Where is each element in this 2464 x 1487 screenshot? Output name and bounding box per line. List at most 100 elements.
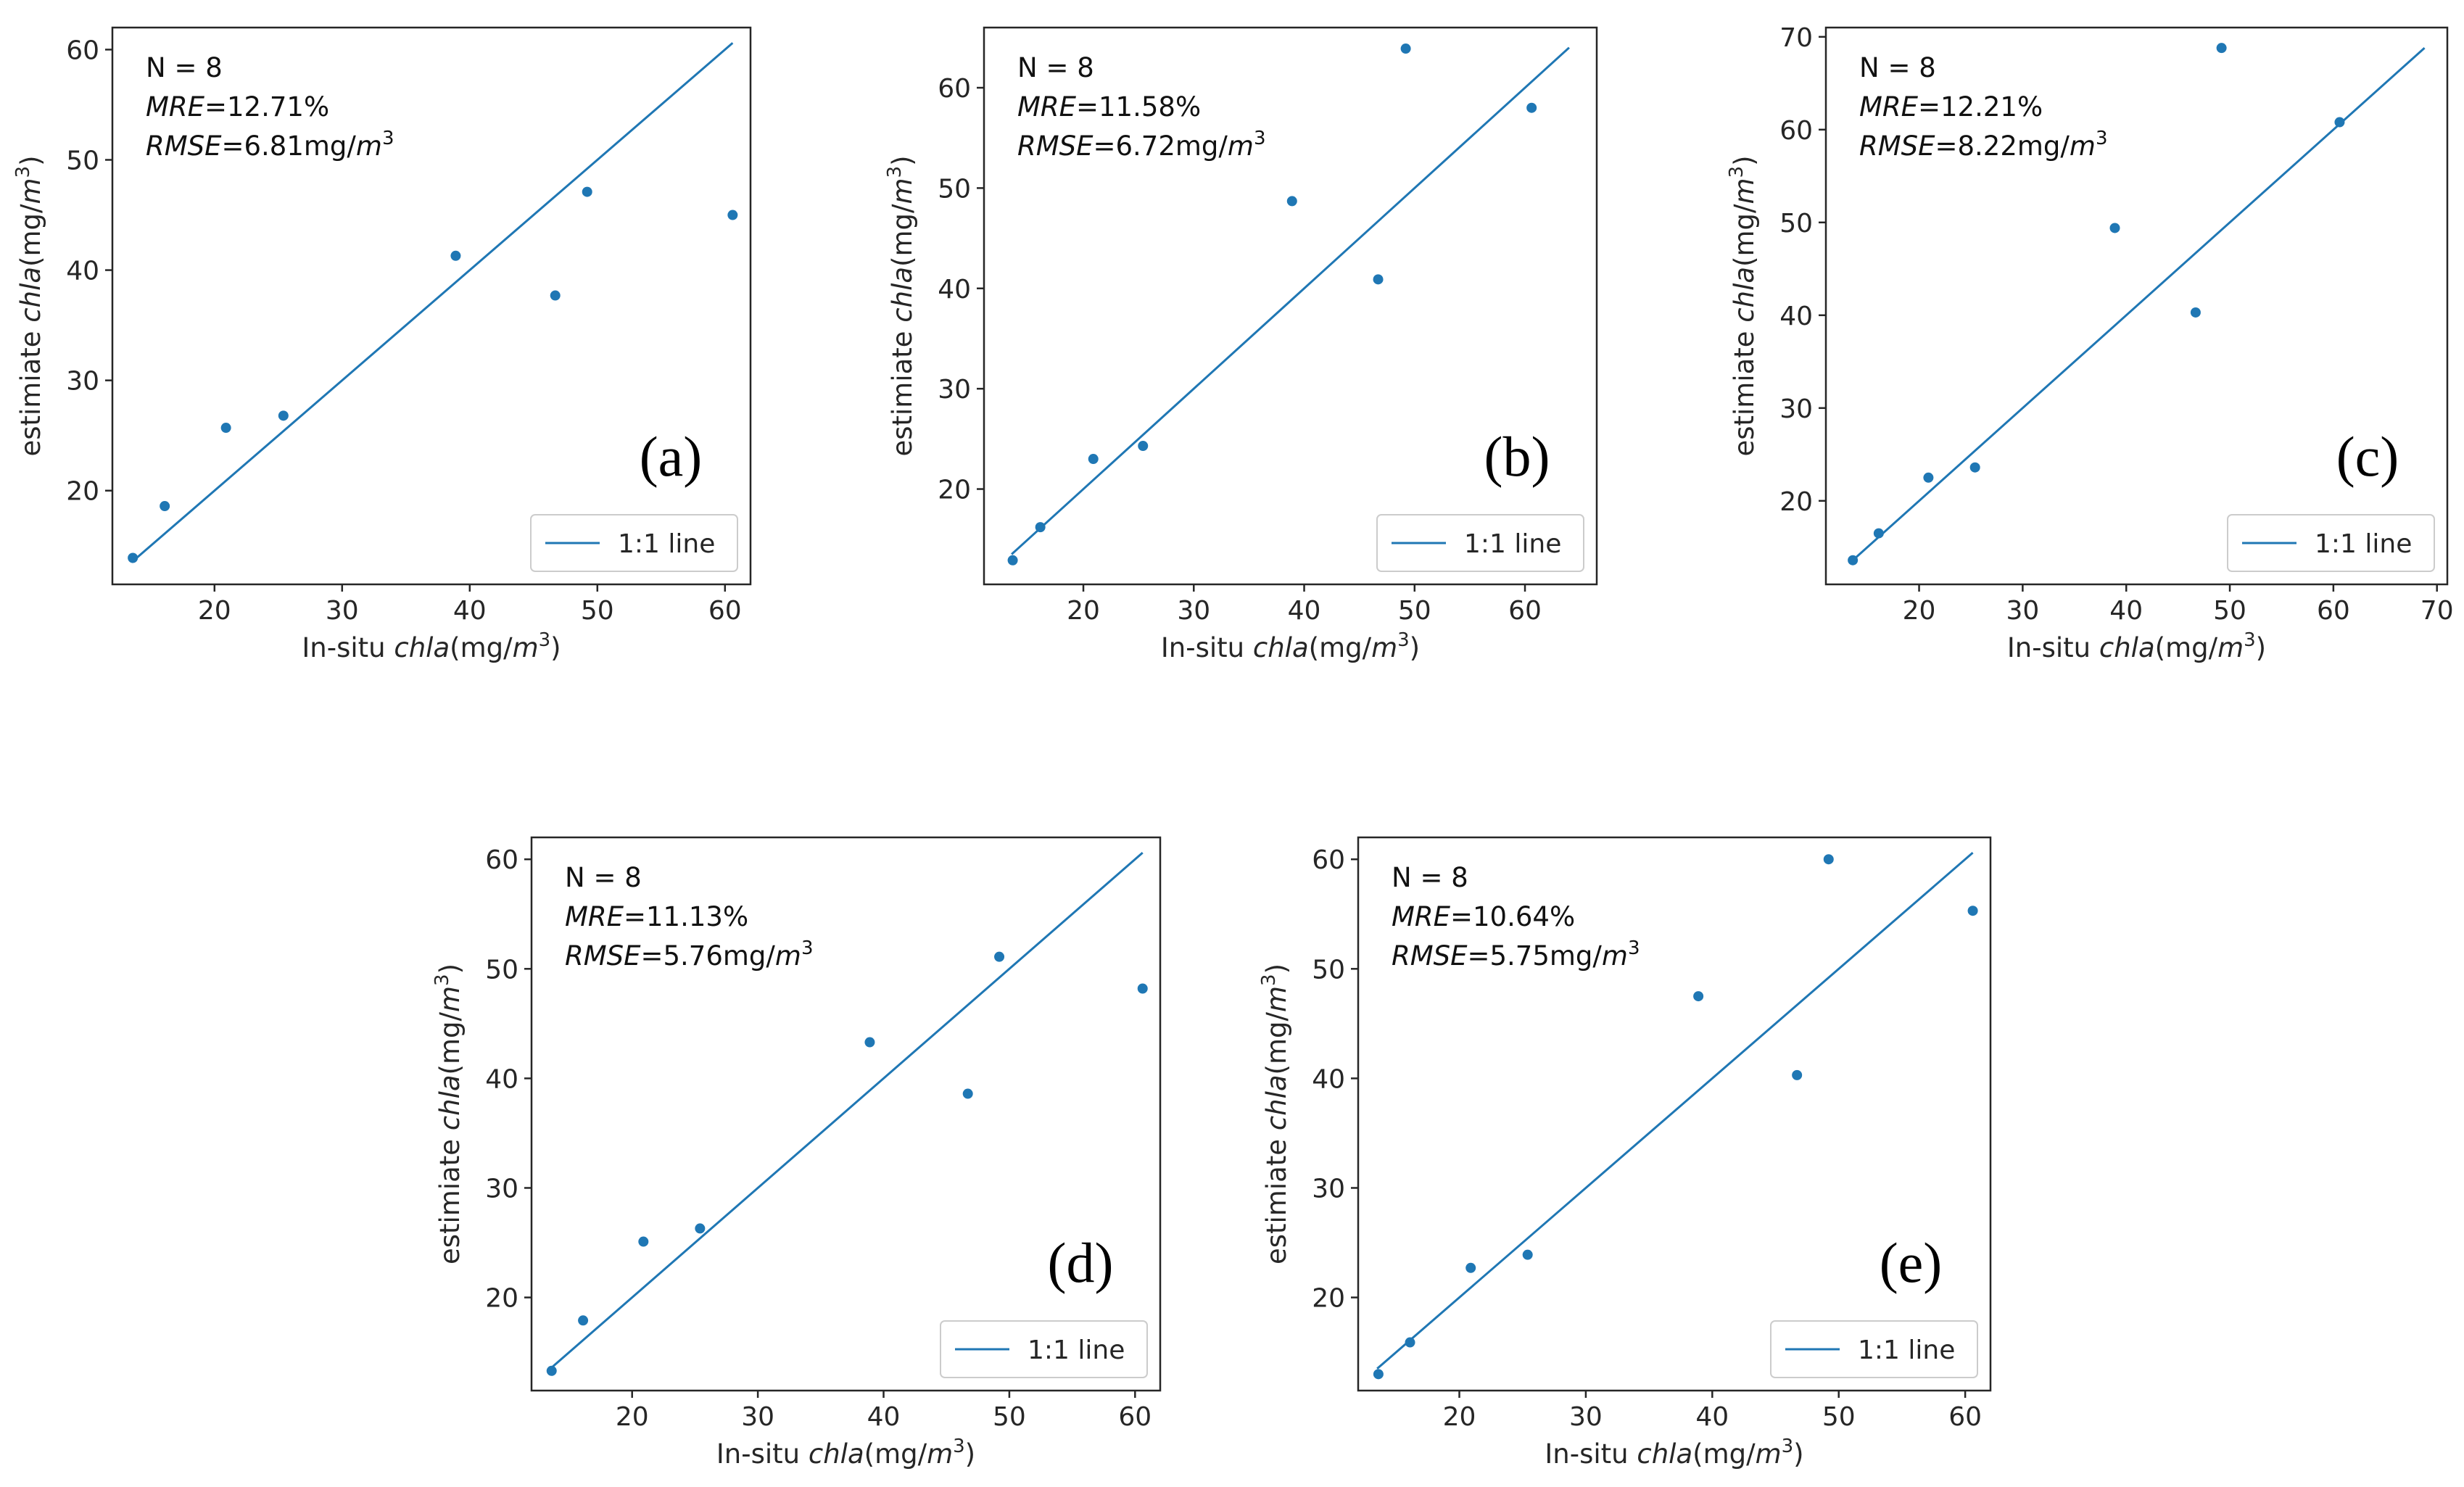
y-tick-label: 50 — [66, 146, 99, 175]
x-axis-label: In-situ chla(mg/m3) — [1545, 1436, 1803, 1470]
x-tick-label: 50 — [581, 596, 614, 626]
y-tick-label: 30 — [1312, 1174, 1345, 1204]
y-tick-label: 20 — [938, 476, 971, 505]
one-to-one-line — [1011, 46, 1570, 555]
data-point — [962, 1088, 973, 1099]
panel-tag: (c) — [2336, 425, 2399, 488]
y-tick-label: 40 — [1779, 302, 1813, 331]
data-point — [450, 250, 461, 261]
y-axis-label: estimiate chla(mg/m3) — [1258, 964, 1292, 1264]
y-tick-label: 20 — [1779, 487, 1813, 517]
data-point — [1848, 555, 1859, 566]
data-point — [160, 501, 170, 512]
legend: 1:1 line — [1770, 1320, 1978, 1378]
data-point — [578, 1315, 589, 1326]
y-tick-label: 50 — [1779, 209, 1813, 239]
y-tick-label: 30 — [66, 367, 99, 397]
legend-label: 1:1 line — [1858, 1335, 1955, 1365]
x-tick-label: 60 — [1508, 596, 1542, 626]
x-tick-label: 30 — [1177, 596, 1210, 626]
data-point — [1035, 522, 1046, 533]
y-tick-label: 60 — [938, 74, 971, 104]
legend-box — [940, 1320, 1148, 1378]
x-tick-label: 50 — [1822, 1402, 1856, 1432]
axes-frame — [1824, 26, 2449, 586]
data-point — [1873, 528, 1884, 539]
y-tick-label: 20 — [66, 477, 99, 507]
legend-box — [530, 514, 738, 572]
x-axis-label: In-situ chla(mg/m3) — [2007, 629, 2266, 663]
y-axis-label: estimiate chla(mg/m3) — [431, 964, 466, 1264]
annotation-rmse: RMSE=5.76mg/m3 — [565, 937, 813, 972]
data-point — [1823, 854, 1834, 865]
x-tick-label: 30 — [1569, 1402, 1603, 1432]
data-point — [1373, 274, 1384, 285]
legend-box — [1770, 1320, 1978, 1378]
annotation-n: N = 8 — [1859, 52, 1936, 83]
annotation-n: N = 8 — [1017, 52, 1094, 83]
panel-tag: (a) — [640, 425, 703, 488]
annotation-rmse: RMSE=6.72mg/m3 — [1017, 128, 1265, 162]
x-tick-label: 50 — [1398, 596, 1431, 626]
legend: 1:1 line — [1376, 514, 1584, 572]
x-tick-label: 30 — [326, 596, 359, 626]
x-tick-label: 20 — [198, 596, 231, 626]
data-point — [220, 423, 231, 434]
data-point — [1137, 983, 1148, 994]
y-tick-label: 50 — [938, 174, 971, 204]
annotation-mre: MRE=10.64% — [1392, 901, 1575, 932]
panel-tag: (d) — [1048, 1231, 1114, 1294]
y-axis-label: estimiate chla(mg/m3) — [1726, 155, 1760, 456]
y-tick-label: 60 — [66, 36, 99, 65]
x-tick-label: 60 — [708, 596, 742, 626]
scatter-panel: 20 30 40 50 60 70 20 30 40 50 60 70 In-situ chla(mg/… — [1726, 23, 2454, 663]
x-tick-label: 50 — [993, 1402, 1026, 1432]
data-point — [638, 1236, 649, 1247]
annotation-mre: MRE=11.13% — [565, 901, 748, 932]
annotation-rmse: RMSE=8.22mg/m3 — [1859, 128, 2107, 162]
y-axis-label: estimiate chla(mg/m3) — [12, 155, 46, 456]
data-point — [2334, 117, 2345, 128]
y-tick-label: 60 — [1779, 116, 1813, 146]
data-point — [695, 1223, 706, 1234]
y-tick-label: 40 — [1312, 1064, 1345, 1094]
data-point — [994, 951, 1005, 962]
legend-label: 1:1 line — [1028, 1335, 1125, 1365]
scatter-panel: 20 30 40 50 60 20 30 40 50 60 In-situ chla(mg/m3) e… — [12, 26, 752, 663]
x-tick-label: 20 — [1443, 1402, 1476, 1432]
data-point — [1967, 906, 1978, 916]
data-point — [1007, 555, 1018, 566]
scatter-panel: 20 30 40 50 60 20 30 40 50 60 In-situ chla(mg/m3) e… — [1258, 836, 1992, 1470]
data-point — [128, 552, 139, 563]
y-tick-label: 60 — [485, 845, 518, 875]
x-tick-label: 40 — [2109, 596, 2143, 626]
data-point — [1923, 472, 1934, 483]
data-point — [1088, 454, 1099, 465]
legend-label: 1:1 line — [618, 529, 715, 559]
data-point — [1286, 196, 1297, 207]
annotation-mre: MRE=12.21% — [1859, 91, 2043, 123]
data-point — [1405, 1337, 1415, 1348]
data-point — [1138, 441, 1149, 452]
legend-label: 1:1 line — [2315, 529, 2412, 559]
data-point — [1526, 102, 1537, 113]
x-tick-label: 30 — [741, 1402, 774, 1432]
x-tick-label: 60 — [1948, 1402, 1982, 1432]
annotation-mre: MRE=11.58% — [1017, 91, 1201, 123]
axes-frame — [1357, 836, 1992, 1392]
annotation-n: N = 8 — [146, 52, 223, 83]
y-tick-label: 40 — [66, 257, 99, 286]
data-point — [582, 186, 592, 197]
data-point — [1373, 1369, 1384, 1380]
data-point — [2216, 43, 2227, 54]
y-tick-label: 40 — [938, 275, 971, 305]
x-tick-label: 20 — [616, 1402, 649, 1432]
x-tick-label: 20 — [1903, 596, 1936, 626]
x-tick-label: 70 — [2420, 596, 2454, 626]
one-to-one-line — [1851, 47, 2426, 563]
x-tick-label: 50 — [2213, 596, 2246, 626]
y-tick-label: 60 — [1312, 845, 1345, 875]
data-point — [1693, 991, 1704, 1002]
annotation-n: N = 8 — [1392, 862, 1468, 893]
